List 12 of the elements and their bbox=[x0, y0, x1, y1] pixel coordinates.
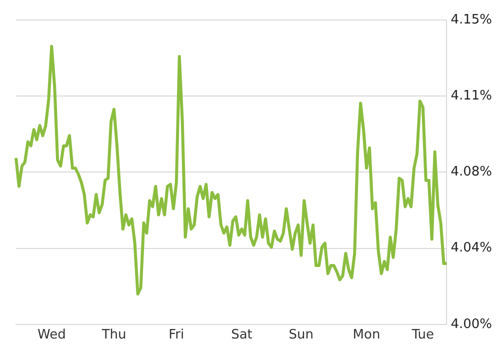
y-tick-label: 4.11% bbox=[450, 88, 492, 104]
x-tick-label: Tue bbox=[410, 328, 434, 343]
y-tick-label: 4.04% bbox=[450, 240, 492, 256]
x-tick-label: Sun bbox=[288, 328, 314, 343]
x-tick-label: Wed bbox=[37, 328, 66, 343]
y-tick-label: 4.15% bbox=[450, 12, 492, 28]
x-tick-label: Fri bbox=[168, 328, 184, 343]
x-tick-label: Thu bbox=[100, 328, 126, 343]
y-tick-label: 4.08% bbox=[450, 164, 492, 180]
y-tick-label: 4.00% bbox=[450, 316, 492, 332]
x-tick-label: Sat bbox=[231, 328, 252, 343]
x-tick-label: Mon bbox=[352, 328, 380, 343]
